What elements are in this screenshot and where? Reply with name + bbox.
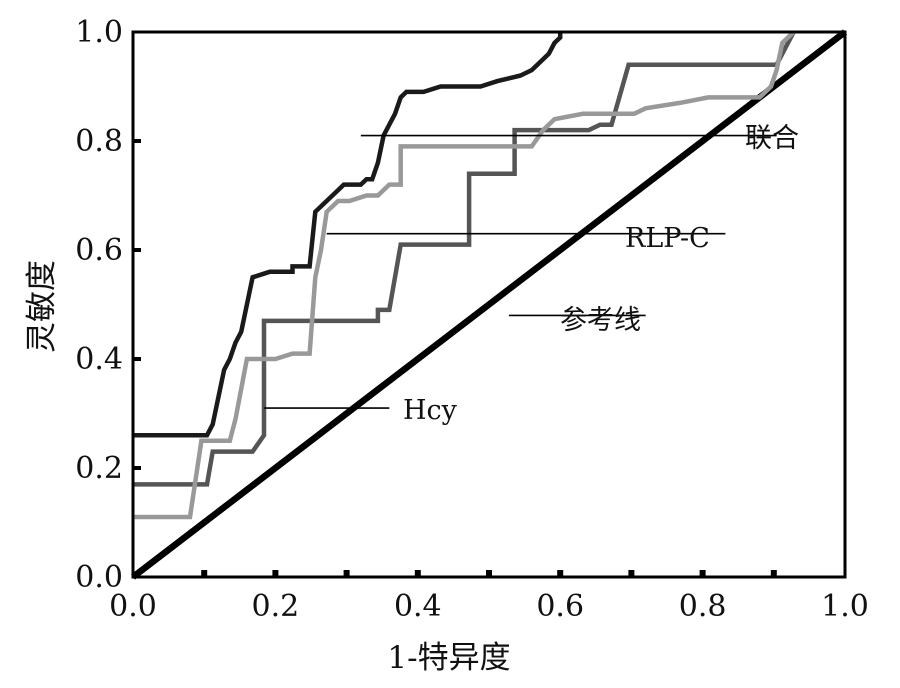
x-tick-label: 0.0 [109, 589, 157, 624]
x-tick-label: 0.8 [679, 589, 727, 624]
annotation-label-rlp-c: RLP-C [625, 223, 710, 254]
y-tick-label: 0.0 [75, 560, 123, 595]
y-tick-label: 1.0 [75, 15, 123, 50]
x-tick-label: 0.4 [394, 589, 442, 624]
annotation-label-hcy: Hcy [403, 395, 458, 426]
x-tick-label: 0.6 [536, 589, 584, 624]
annotation-label-combined: 联合 [745, 123, 799, 154]
y-tick-label: 0.2 [75, 451, 123, 486]
y-tick-label: 0.6 [75, 233, 123, 268]
x-tick-label: 0.2 [252, 589, 300, 624]
series-layer [131, 29, 847, 580]
tick-label-layer: 0.0 0.2 0.4 0.6 0.8 1.0 0.0 0.2 0.4 0.6 0.8 1.0 [75, 15, 869, 624]
axis-tick-layer [133, 139, 777, 577]
y-tick-label: 0.4 [75, 342, 123, 377]
x-axis-title: 1-特异度 [387, 640, 510, 676]
annotation-leader-layer [264, 134, 777, 409]
series-line-combined [133, 32, 563, 438]
series-line-rlp-c [133, 30, 796, 520]
y-axis-title: 灵敏度 [24, 260, 60, 353]
series-line-hcy [133, 30, 796, 487]
y-tick-label: 0.8 [75, 124, 123, 159]
x-tick-label: 1.0 [821, 589, 869, 624]
annotation-label-reference-line: 参考线 [560, 305, 641, 336]
series-line-reference-line [131, 29, 847, 580]
